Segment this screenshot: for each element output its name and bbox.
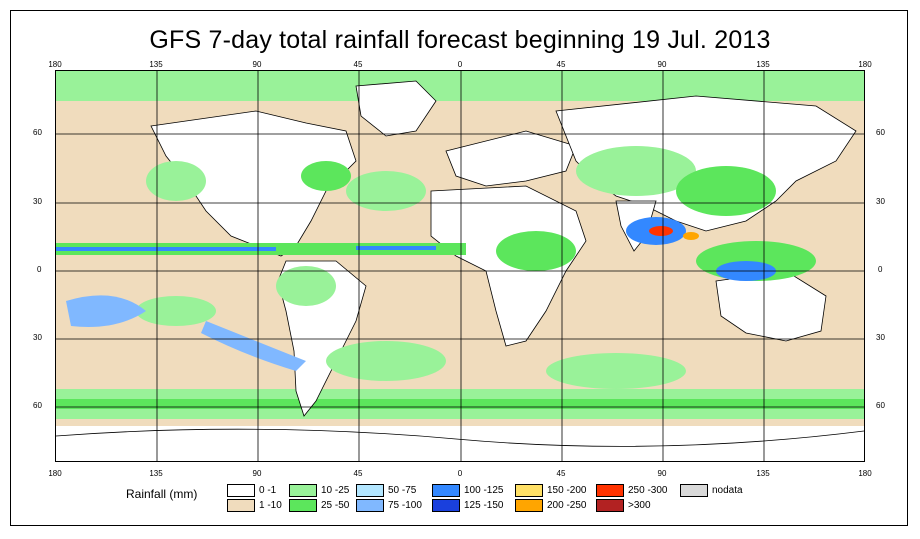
- bottom-tick: 90: [252, 469, 262, 478]
- legend-swatch-75-100: [356, 499, 384, 512]
- bottom-tick: 45: [353, 469, 363, 478]
- rain-patch-pacific-north: [146, 161, 206, 201]
- legend-swatch-50-75: [356, 484, 384, 497]
- legend-label-100-125: 100 -125: [464, 485, 504, 496]
- monsoon-very-heavy-rain: [683, 232, 699, 240]
- south-pacific-convergence-rain: [201, 321, 306, 371]
- rain-patch-south-atlantic: [326, 341, 446, 381]
- left-tick: 30: [33, 333, 42, 342]
- legend-label-250-300: 250 -300: [628, 485, 668, 496]
- arctic-rain-band: [56, 71, 864, 101]
- top-tick: 90: [657, 60, 667, 69]
- legend-swatch-over-300: [596, 499, 624, 512]
- legend-swatch-125-150: [432, 499, 460, 512]
- atlantic-itcz-heavy: [356, 246, 436, 250]
- left-tick: 60: [33, 401, 42, 410]
- africa-land: [430, 185, 587, 347]
- right-tick: 30: [876, 197, 885, 206]
- itcz-heavy-core: [56, 247, 276, 251]
- legend-label-1-10: 1 -10: [259, 500, 282, 511]
- monsoon-extreme-rain: [649, 226, 673, 236]
- legend-label-50-75: 50 -75: [388, 485, 417, 496]
- rain-patch-eastern-us: [301, 161, 351, 191]
- rainfall-map: [55, 70, 865, 462]
- legend-swatch-25-50: [289, 499, 317, 512]
- bottom-tick: 90: [657, 469, 667, 478]
- graticule: [56, 71, 864, 461]
- figure-frame: [10, 10, 908, 526]
- legend-label-25-50: 25 -50: [321, 500, 350, 511]
- legend-label-0-1: 0 -1: [259, 485, 277, 496]
- top-tick: 135: [149, 60, 163, 69]
- antarctica-dry: [56, 426, 864, 461]
- legend-swatch-1-10: [227, 499, 255, 512]
- legend-label-200-250: 200 -250: [547, 500, 587, 511]
- bottom-tick: 45: [556, 469, 566, 478]
- southern-ocean-rain-core: [56, 399, 864, 409]
- antarctica-coastline: [56, 428, 864, 447]
- rain-patch-central-asia: [576, 146, 696, 196]
- map-title: GFS 7-day total rainfall forecast beginn…: [149, 26, 771, 54]
- greenland-land: [355, 80, 437, 137]
- rain-patch-atlantic: [346, 171, 426, 211]
- bottom-tick: 0: [457, 469, 463, 478]
- rain-patch-indian-ocean-south: [546, 353, 686, 389]
- rain-patch-central-africa: [496, 231, 576, 271]
- legend-label-125-150: 125 -150: [464, 500, 504, 511]
- top-tick: 90: [252, 60, 262, 69]
- left-tick: 0: [37, 265, 42, 274]
- bottom-tick: 180: [48, 469, 62, 478]
- top-tick: 180: [858, 60, 872, 69]
- left-tick: 30: [33, 197, 42, 206]
- legend-swatch-200-250: [515, 499, 543, 512]
- bottom-tick: 135: [149, 469, 163, 478]
- top-tick: 45: [353, 60, 363, 69]
- legend-swatch-0-1: [227, 484, 255, 497]
- right-tick: 60: [876, 128, 885, 137]
- top-tick: 180: [48, 60, 62, 69]
- legend-swatch-100-125: [432, 484, 460, 497]
- legend-label-nodata: nodata: [712, 485, 743, 496]
- rain-patch-south-pacific: [136, 296, 216, 326]
- south-pacific-heavy-rain: [66, 295, 146, 327]
- right-tick: 30: [876, 333, 885, 342]
- right-tick: 0: [878, 265, 883, 274]
- top-tick: 135: [756, 60, 770, 69]
- top-tick: 0: [457, 60, 463, 69]
- left-tick: 60: [33, 128, 42, 137]
- legend-label-over-300: >300: [628, 500, 651, 511]
- map-svg: [56, 71, 864, 461]
- legend-swatch-250-300: [596, 484, 624, 497]
- legend-label-75-100: 75 -100: [388, 500, 422, 511]
- legend-swatch-150-200: [515, 484, 543, 497]
- legend-label-150-200: 150 -200: [547, 485, 587, 496]
- bottom-tick: 135: [756, 469, 770, 478]
- rain-patch-amazon: [276, 266, 336, 306]
- legend-swatch-10-25: [289, 484, 317, 497]
- top-tick: 45: [556, 60, 566, 69]
- right-tick: 60: [876, 401, 885, 410]
- legend-swatch-nodata: [680, 484, 708, 497]
- bottom-tick: 180: [858, 469, 872, 478]
- legend-title: Rainfall (mm): [126, 487, 198, 501]
- legend-label-10-25: 10 -25: [321, 485, 350, 496]
- rain-patch-east-asia: [676, 166, 776, 216]
